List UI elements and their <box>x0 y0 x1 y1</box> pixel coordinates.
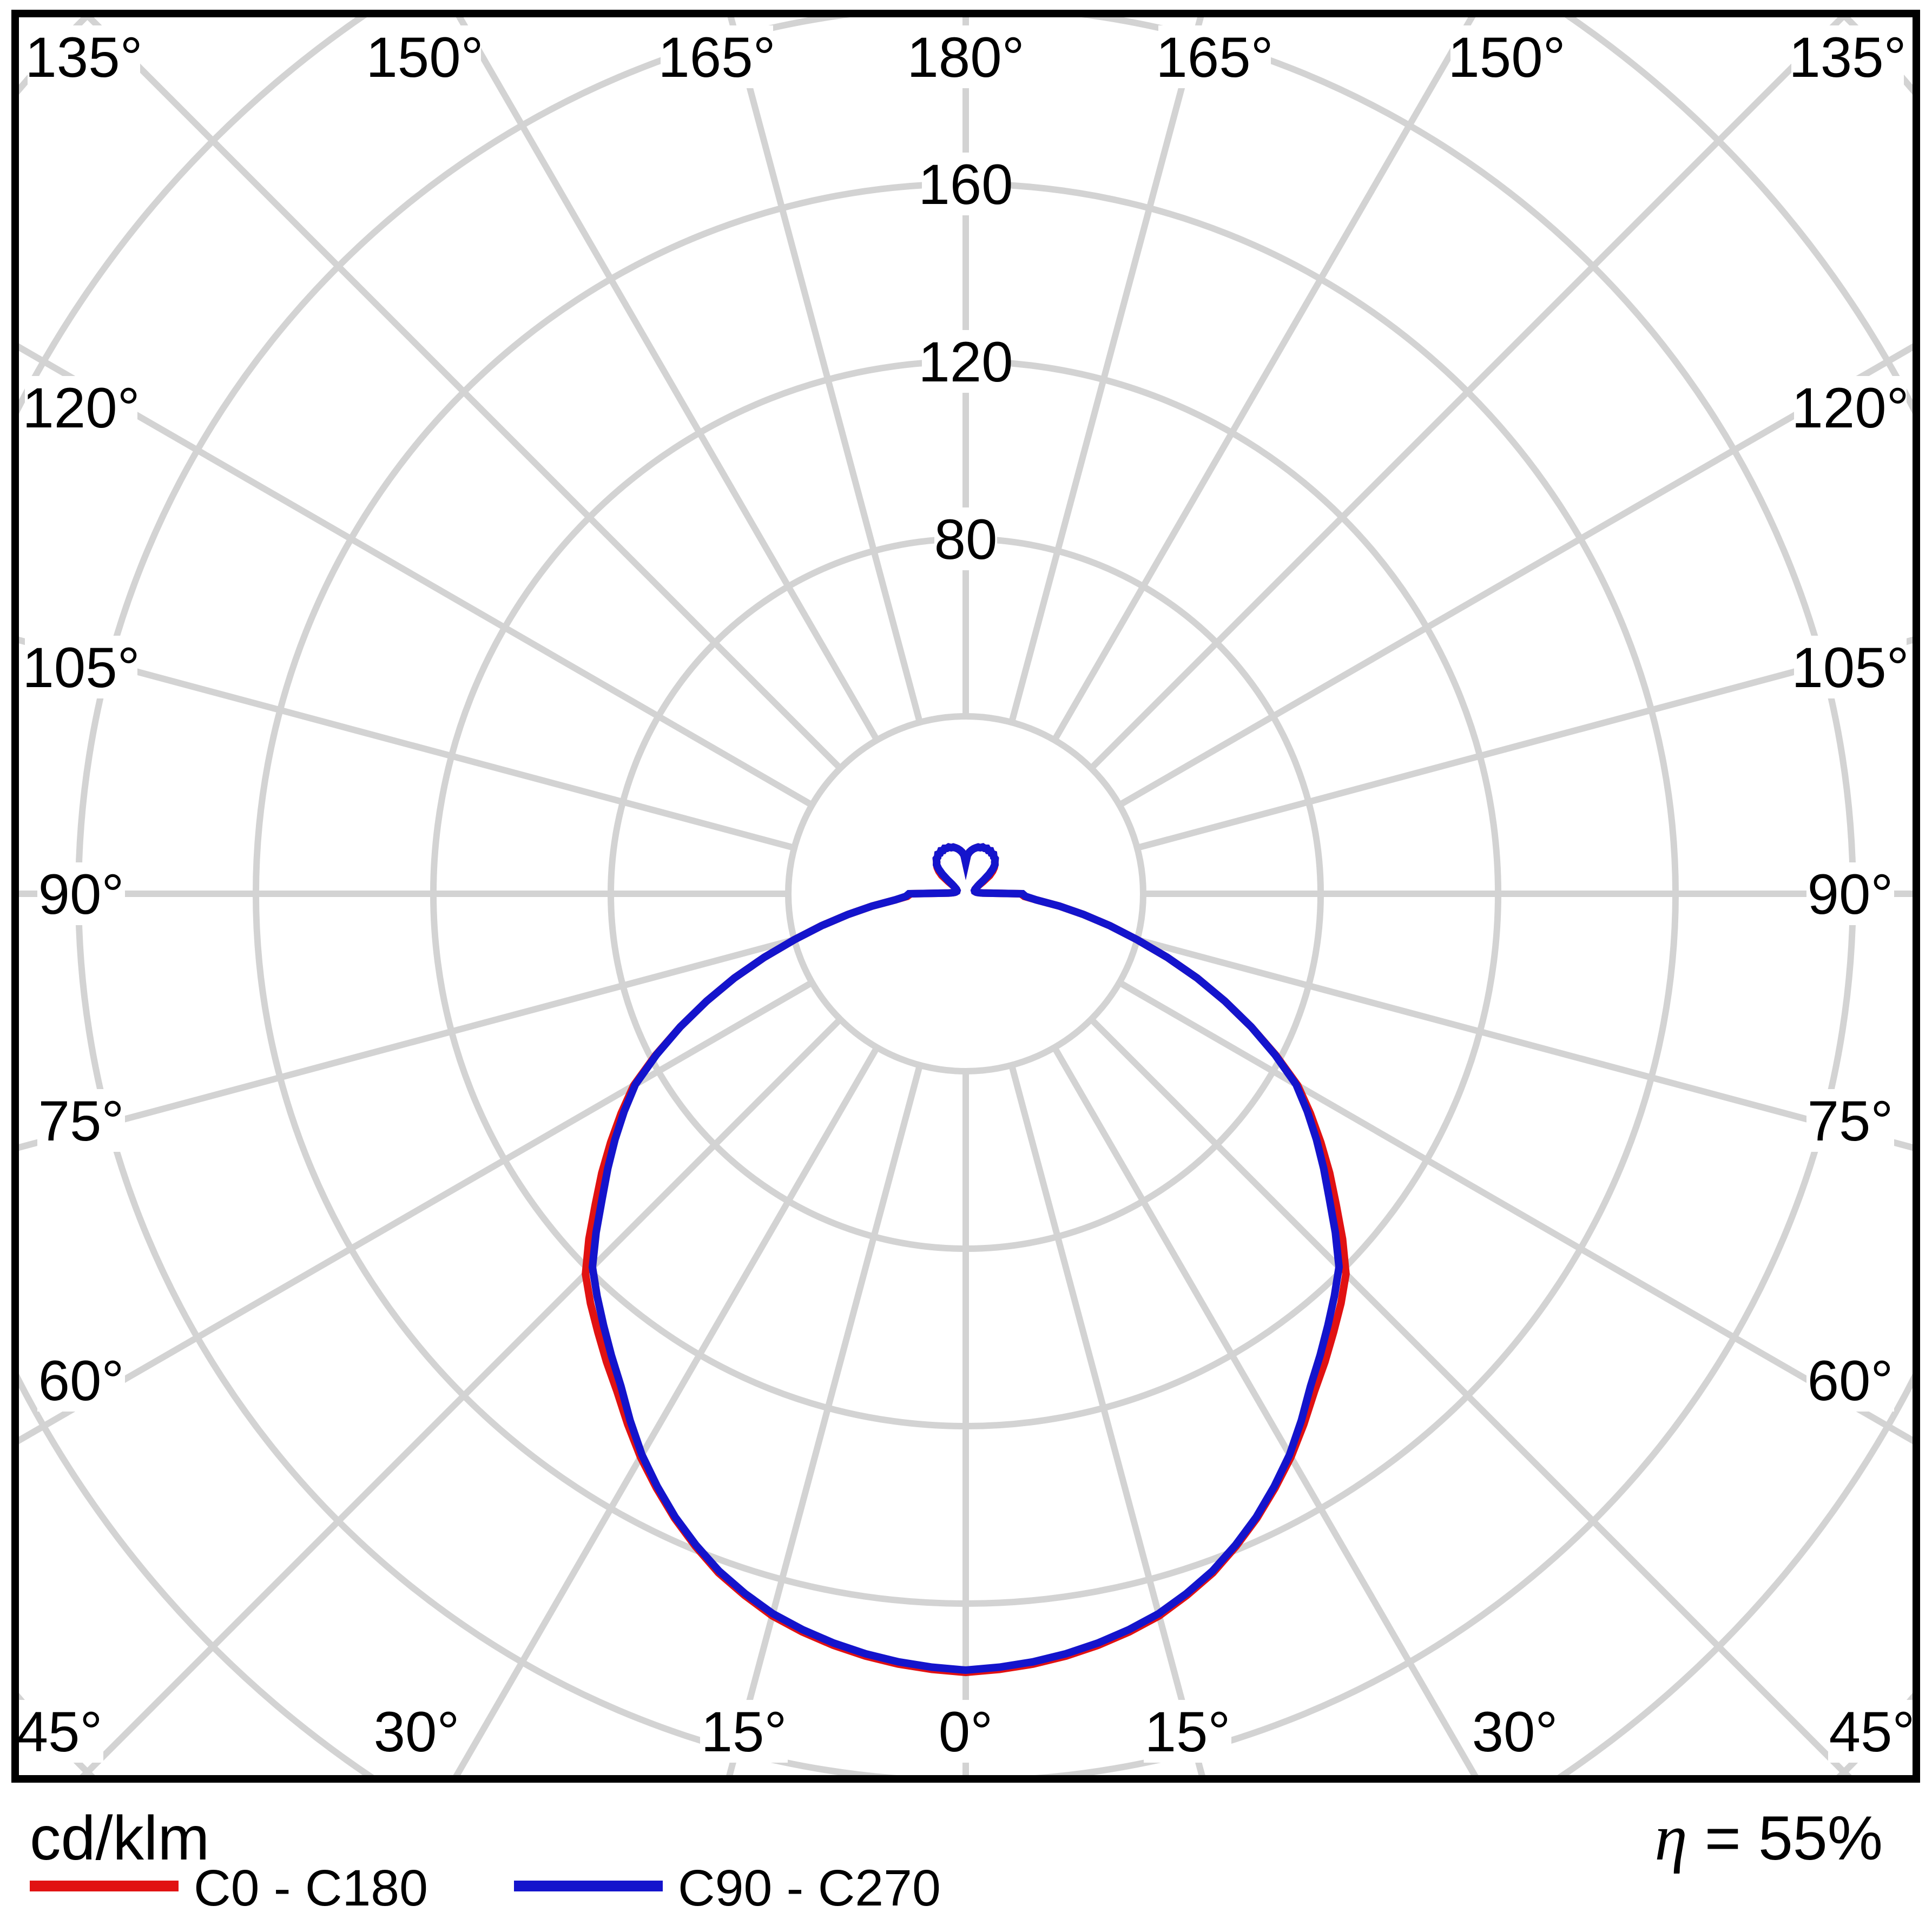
angle-label-bottom-5-bg <box>1471 1700 1559 1763</box>
angle-label-top-0-bg <box>28 25 140 88</box>
angle-label-top-6: 135° <box>1789 26 1906 89</box>
angle-label-bottom-2: 15° <box>701 1700 787 1764</box>
axis-labels: 135° 150° 165° 180° 165° 150° 135° 45° 30° 15° 0° 1… <box>16 25 1916 1764</box>
angle-label-top-3: 180° <box>907 26 1024 89</box>
angle-label-bottom-4-bg <box>1144 1700 1231 1763</box>
angle-label-right-2-bg <box>1806 862 1894 925</box>
spoke-left-60 <box>19 979 814 1445</box>
spoke-right-45 <box>1089 1017 1852 1775</box>
eta-symbol: η <box>1654 1801 1687 1874</box>
spoke-right-30 <box>1051 1046 1479 1775</box>
legend-label-c0-c180: C0 - C180 <box>194 1860 428 1917</box>
angle-label-bottom-1: 30° <box>374 1700 460 1764</box>
angle-label-right-3: 75° <box>1808 1090 1894 1153</box>
spoke-left-165 <box>727 17 923 723</box>
legend: C0 - C180 C90 - C270 <box>30 1860 941 1917</box>
angle-label-top-5-bg <box>1450 25 1563 88</box>
footer: cd/klm η = 55% C0 - C180 C90 - C270 <box>30 1801 1883 1917</box>
legend-label-c90-c270: C90 - C270 <box>678 1860 941 1917</box>
angle-label-left-3-bg <box>37 1089 125 1152</box>
angle-label-top-2-bg <box>661 25 773 88</box>
efficiency-value: = 55% <box>1687 1804 1883 1873</box>
angle-label-right-2: 90° <box>1808 863 1894 926</box>
spoke-left-105 <box>19 636 795 851</box>
angle-label-right-0-bg <box>1794 376 1907 439</box>
angle-label-top-1: 150° <box>366 26 483 89</box>
spoke-right-60 <box>1118 979 1913 1445</box>
angle-label-top-1-bg <box>368 25 481 88</box>
spoke-right-165 <box>1008 17 1204 723</box>
angle-label-left-4-bg <box>37 1349 125 1412</box>
angle-label-left-1: 105° <box>22 636 140 700</box>
radial-label-160: 160 <box>918 153 1013 216</box>
angle-label-left-4: 60° <box>38 1349 124 1413</box>
radial-label-160-bg <box>922 153 1010 215</box>
angle-label-top-6-bg <box>1791 25 1904 88</box>
angle-label-left-2: 90° <box>38 863 124 926</box>
angle-label-left-1-bg <box>25 636 137 698</box>
angle-label-left-3: 75° <box>38 1090 124 1153</box>
radial-label-120-bg <box>922 330 1010 393</box>
angle-label-top-4: 165° <box>1156 26 1273 89</box>
spoke-right-105 <box>1136 636 1913 851</box>
spoke-right-15 <box>1008 1064 1205 1775</box>
spoke-left-45 <box>80 1017 843 1775</box>
efficiency-label: η = 55% <box>1654 1801 1883 1874</box>
angle-label-left-0: 120° <box>22 377 140 440</box>
angle-label-bottom-2-bg <box>700 1700 788 1763</box>
angle-label-bottom-6-bg <box>1828 1700 1916 1763</box>
plot-border <box>11 10 1920 1783</box>
angle-label-left-0-bg <box>25 376 137 439</box>
angle-label-bottom-0: 45° <box>17 1700 103 1764</box>
curves <box>582 843 1350 1677</box>
angle-label-left-2-bg <box>37 862 125 925</box>
angle-label-right-4: 60° <box>1808 1349 1894 1413</box>
spoke-left-15 <box>726 1064 923 1775</box>
angle-label-bottom-0-bg <box>16 1700 103 1763</box>
radial-label-120: 120 <box>918 331 1013 394</box>
spoke-right-75 <box>1136 937 1913 1151</box>
legend-item-c90-c270: C90 - C270 <box>514 1860 941 1917</box>
spoke-left-75 <box>19 937 795 1151</box>
radial-label-80-bg <box>934 507 997 570</box>
spoke-left-150 <box>456 17 880 742</box>
angle-label-bottom-4: 15° <box>1145 1700 1231 1764</box>
angle-label-right-1: 105° <box>1791 636 1909 700</box>
spoke-left-30 <box>453 1046 880 1775</box>
spoke-left-120 <box>19 343 814 808</box>
angle-label-bottom-6: 45° <box>1829 1700 1915 1764</box>
angle-label-bottom-3: 0° <box>939 1700 993 1764</box>
units-label: cd/klm <box>30 1804 209 1873</box>
spoke-right-150 <box>1051 17 1476 742</box>
angle-label-bottom-1-bg <box>373 1700 460 1763</box>
angle-label-right-3-bg <box>1806 1089 1894 1152</box>
angle-label-top-0: 135° <box>25 26 142 89</box>
angle-label-right-4-bg <box>1806 1349 1894 1412</box>
radial-label-80: 80 <box>934 508 998 571</box>
angle-label-right-1-bg <box>1794 636 1907 698</box>
angle-label-right-0: 120° <box>1791 377 1909 440</box>
ring-40 <box>785 713 1146 1074</box>
angle-label-top-4-bg <box>1158 25 1271 88</box>
spoke-right-120 <box>1118 343 1913 808</box>
angle-label-bottom-5: 30° <box>1472 1700 1558 1764</box>
angle-label-bottom-3-bg <box>934 1700 997 1763</box>
angle-label-top-5: 150° <box>1448 26 1565 89</box>
legend-item-c0-c180: C0 - C180 <box>30 1860 428 1917</box>
angle-label-top-2: 165° <box>658 26 775 89</box>
curve-c90-c270 <box>588 843 1343 1674</box>
angle-label-top-3-bg <box>909 25 1022 88</box>
